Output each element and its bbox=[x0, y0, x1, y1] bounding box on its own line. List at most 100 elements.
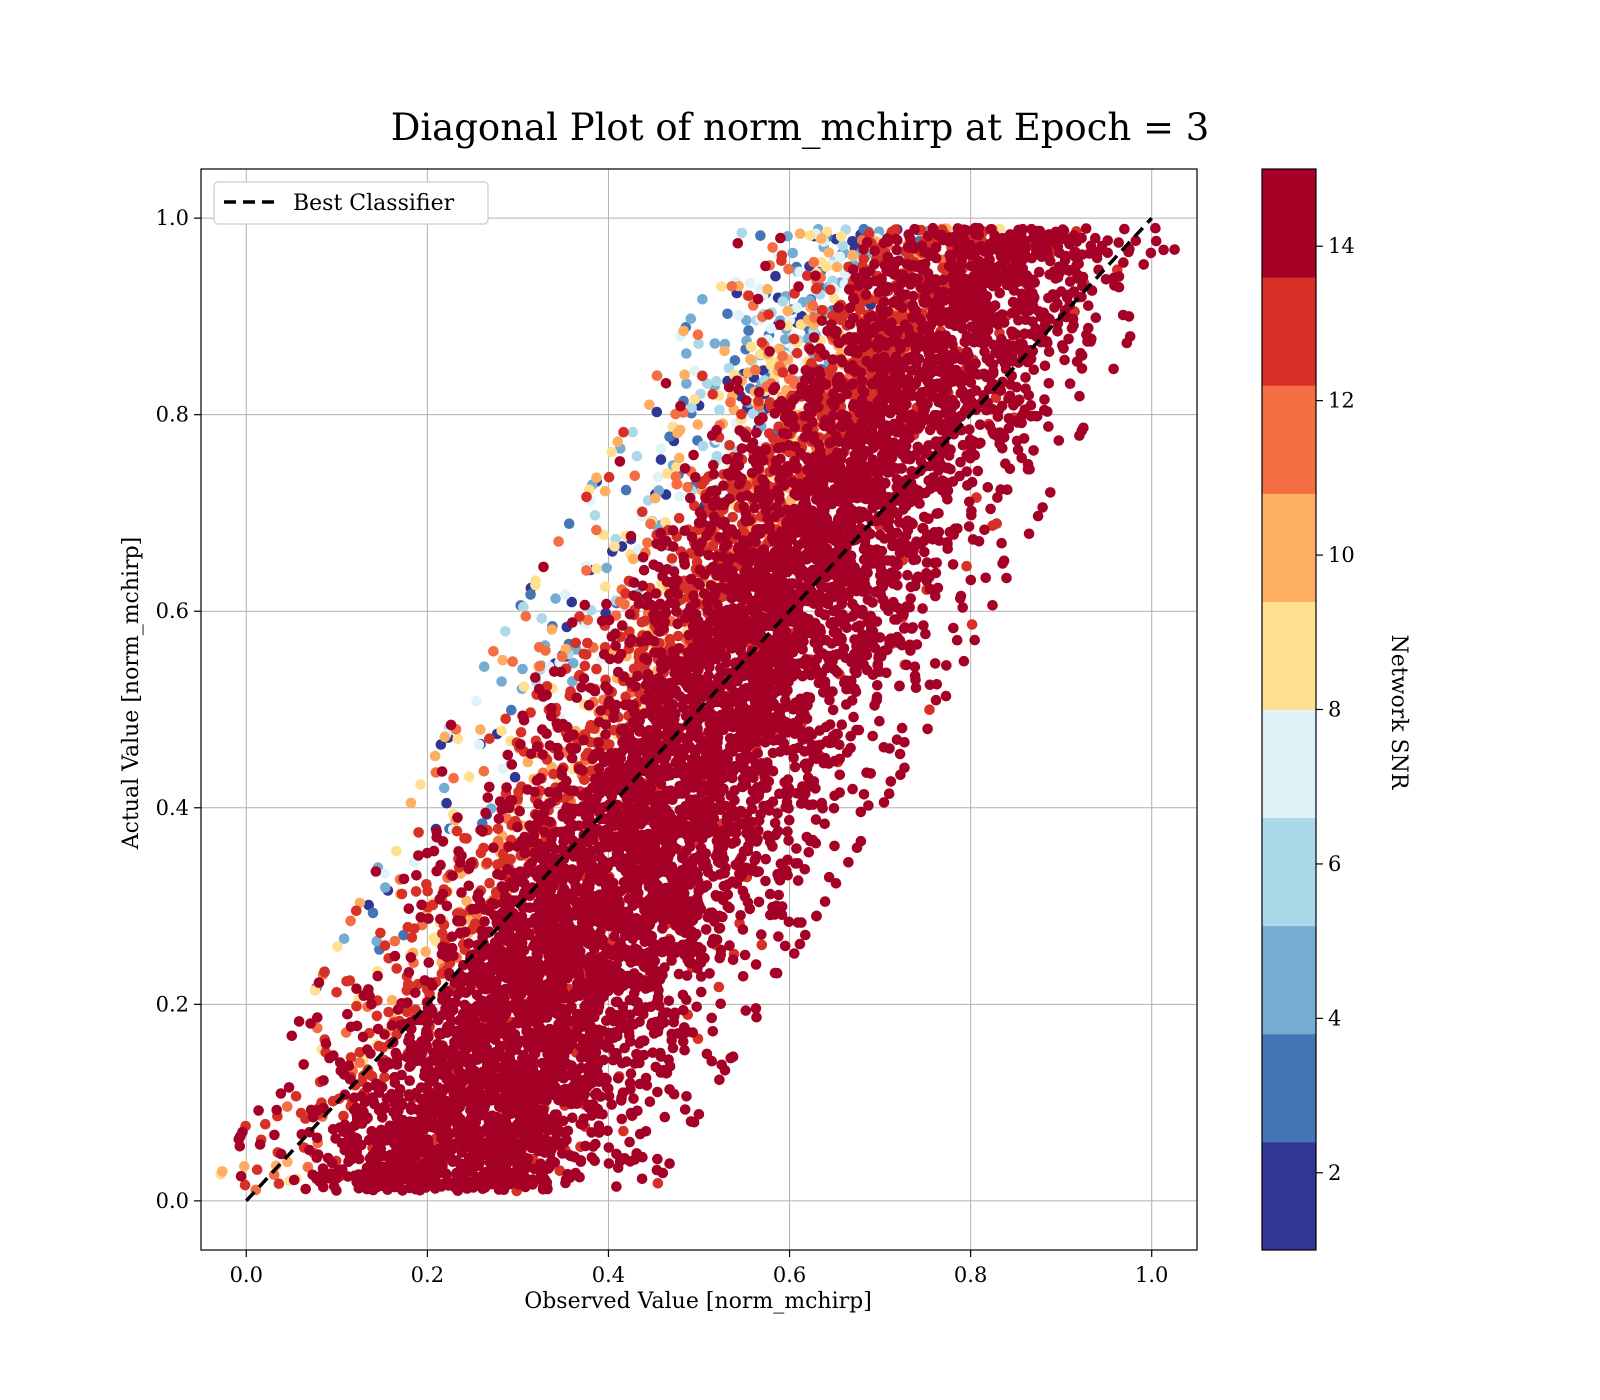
scatter-point bbox=[692, 329, 704, 341]
scatter-point bbox=[1090, 312, 1102, 324]
scatter-point bbox=[452, 812, 463, 823]
scatter-point bbox=[581, 565, 592, 576]
scatter-point bbox=[332, 941, 343, 952]
scatter-point bbox=[837, 240, 848, 251]
scatter-point bbox=[478, 661, 490, 672]
scatter-point bbox=[725, 396, 736, 408]
scatter-point bbox=[753, 386, 765, 398]
scatter-point bbox=[518, 681, 530, 692]
scatter-point bbox=[750, 364, 761, 376]
scatter-point bbox=[616, 541, 628, 552]
scatter-point bbox=[509, 771, 521, 783]
scatter-point bbox=[793, 281, 804, 292]
scatter-point bbox=[777, 428, 789, 439]
scatter-point bbox=[456, 915, 467, 927]
scatter-point bbox=[854, 304, 866, 315]
scatter-point bbox=[794, 228, 806, 239]
scatter-point bbox=[706, 1012, 717, 1024]
scatter-point bbox=[463, 771, 475, 782]
scatter-point bbox=[678, 325, 689, 337]
scatter-point bbox=[787, 247, 798, 259]
scatter-point bbox=[514, 805, 525, 817]
scatter-point bbox=[901, 659, 912, 671]
scatter-point bbox=[914, 498, 925, 509]
scatter-point bbox=[701, 378, 713, 389]
scatter-point bbox=[620, 588, 631, 599]
scatter-point bbox=[398, 873, 410, 885]
scatter-point bbox=[401, 985, 413, 996]
scatter-point bbox=[611, 1181, 622, 1192]
scatter-point bbox=[707, 389, 718, 400]
scatter-point bbox=[727, 511, 738, 523]
scatter-point bbox=[570, 637, 581, 649]
scatter-point bbox=[770, 270, 781, 282]
scatter-point bbox=[627, 553, 639, 565]
scatter-point bbox=[559, 589, 571, 600]
scatter-point bbox=[525, 589, 536, 600]
scatter-point bbox=[816, 304, 828, 316]
scatter-point bbox=[603, 471, 615, 483]
scatter-point bbox=[599, 485, 611, 497]
scatter-point bbox=[711, 375, 722, 387]
scatter-point bbox=[745, 354, 756, 365]
scatter-point bbox=[540, 645, 551, 656]
scatter-point bbox=[775, 232, 786, 244]
scatter-point bbox=[744, 277, 756, 289]
scatter-point bbox=[733, 310, 744, 321]
scatter-point bbox=[644, 1096, 656, 1107]
scatter-point bbox=[743, 290, 755, 302]
scatter-point bbox=[777, 350, 788, 362]
scatter-point bbox=[692, 419, 704, 430]
scatter-point bbox=[436, 968, 448, 979]
scatter-point bbox=[522, 756, 534, 768]
scatter-point bbox=[548, 768, 559, 780]
scatter-point bbox=[955, 593, 966, 604]
scatter-point bbox=[679, 369, 690, 381]
scatter-point bbox=[1039, 360, 1051, 372]
scatter-point bbox=[581, 491, 592, 503]
scatter-point bbox=[478, 765, 490, 777]
scatter-point bbox=[664, 431, 675, 443]
scatter-point bbox=[603, 1158, 615, 1169]
scatter-point bbox=[974, 419, 986, 431]
scatter-point bbox=[344, 975, 356, 986]
scatter-point bbox=[1001, 572, 1012, 584]
scatter-point bbox=[673, 512, 685, 524]
scatter-point bbox=[649, 492, 661, 504]
scatter-point bbox=[816, 233, 827, 244]
scatter-point bbox=[821, 261, 832, 273]
plot-area bbox=[200, 168, 1198, 1251]
scatter-point bbox=[438, 782, 450, 794]
scatter-point bbox=[629, 470, 641, 482]
scatter-point bbox=[829, 840, 840, 852]
scatter-point bbox=[708, 459, 719, 471]
scatter-point bbox=[655, 454, 667, 465]
scatter-point bbox=[253, 1105, 264, 1116]
scatter-point bbox=[645, 518, 656, 530]
scatter-point bbox=[582, 637, 593, 649]
scatter-point bbox=[484, 877, 495, 889]
scatter-point bbox=[298, 1059, 310, 1070]
scatter-point bbox=[379, 940, 391, 951]
scatter-point bbox=[652, 471, 664, 483]
scatter-point bbox=[991, 518, 1002, 529]
scatter-point bbox=[409, 923, 420, 934]
scatter-point bbox=[567, 617, 578, 628]
scatter-point bbox=[497, 848, 509, 860]
scatter-point bbox=[805, 344, 816, 355]
scatter-point bbox=[601, 562, 612, 574]
scatter-point bbox=[709, 338, 721, 349]
scatter-point bbox=[651, 406, 663, 418]
scatter-point bbox=[391, 845, 402, 857]
scatter-point bbox=[610, 628, 621, 639]
scatter-point bbox=[534, 660, 546, 672]
scatter-point bbox=[282, 1101, 293, 1112]
scatter-point bbox=[791, 302, 803, 314]
scatter-point bbox=[506, 704, 517, 716]
scatter-point bbox=[1028, 445, 1039, 456]
scatter-point bbox=[689, 365, 700, 376]
scatter-points bbox=[215, 222, 1180, 1197]
scatter-point bbox=[768, 384, 779, 396]
scatter-point bbox=[345, 915, 356, 927]
scatter-point bbox=[525, 707, 536, 718]
